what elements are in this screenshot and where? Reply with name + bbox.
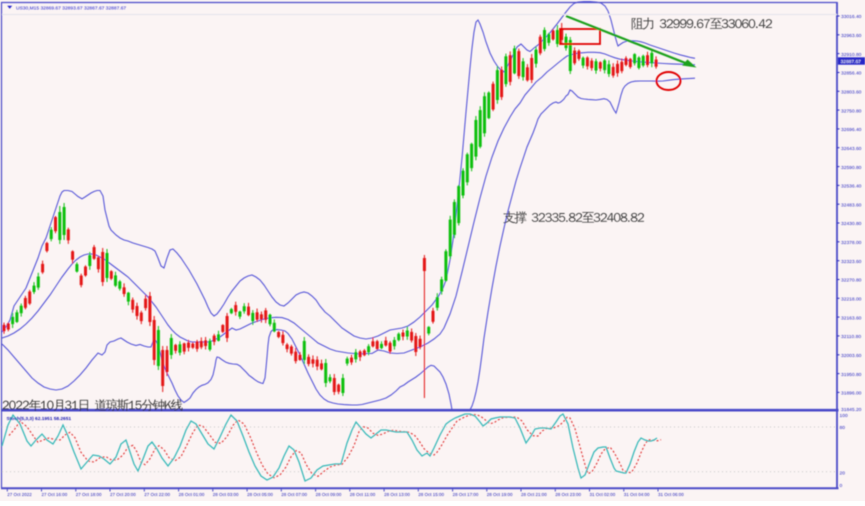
svg-text:27 Oct 22:00: 27 Oct 22:00 — [144, 492, 170, 497]
svg-text:31 Oct 06:00: 31 Oct 06:00 — [658, 492, 684, 497]
svg-text:32590.80: 32590.80 — [841, 165, 862, 171]
svg-text:Stoch(5,3,3) 62.1951 58.2651: Stoch(5,3,3) 62.1951 58.2651 — [7, 416, 72, 422]
svg-text:32856.40: 32856.40 — [841, 71, 862, 77]
svg-text:32378.00: 32378.00 — [841, 240, 862, 246]
svg-text:20: 20 — [840, 470, 846, 476]
svg-text:31 Oct 04:00: 31 Oct 04:00 — [624, 492, 650, 497]
svg-text:28 Oct 17:00: 28 Oct 17:00 — [453, 492, 479, 497]
svg-text:28 Oct 05:00: 28 Oct 05:00 — [247, 492, 273, 497]
svg-text:31845.20: 31845.20 — [841, 407, 862, 413]
svg-text:28 Oct 23:00: 28 Oct 23:00 — [555, 492, 581, 497]
svg-text:32270.80: 32270.80 — [841, 278, 862, 284]
svg-text:28 Oct 07:00: 28 Oct 07:00 — [281, 492, 307, 497]
svg-text:32163.60: 32163.60 — [841, 315, 862, 321]
svg-text:32430.80: 32430.80 — [841, 221, 862, 227]
svg-text:0: 0 — [840, 483, 843, 489]
svg-text:28 Oct 11:00: 28 Oct 11:00 — [350, 492, 376, 497]
svg-text:31 Oct 02:00: 31 Oct 02:00 — [590, 492, 616, 497]
svg-text:28 Oct 15:00: 28 Oct 15:00 — [418, 492, 444, 497]
svg-text:32110.80: 32110.80 — [841, 334, 861, 340]
svg-text:32887.67: 32887.67 — [841, 59, 862, 65]
svg-text:28 Oct 21:00: 28 Oct 21:00 — [521, 492, 547, 497]
svg-text:32696.40: 32696.40 — [841, 127, 862, 133]
svg-text:US30,M15 32869.67 32893.67 32: US30,M15 32869.67 32893.67 32867.67 3288… — [16, 6, 126, 12]
svg-text:32003.60: 32003.60 — [841, 353, 862, 359]
svg-text:27 Oct 20:00: 27 Oct 20:00 — [110, 492, 136, 497]
svg-text:27 Oct 16:00: 27 Oct 16:00 — [42, 492, 68, 497]
svg-text:32963.60: 32963.60 — [841, 33, 862, 39]
svg-text:28 Oct 13:00: 28 Oct 13:00 — [384, 492, 410, 497]
svg-text:32910.80: 32910.80 — [841, 52, 862, 58]
svg-text:32218.00: 32218.00 — [841, 297, 862, 303]
svg-text:31896.00: 31896.00 — [841, 391, 862, 397]
svg-text:27 Oct 18:00: 27 Oct 18:00 — [76, 492, 102, 497]
svg-text:28 Oct 03:00: 28 Oct 03:00 — [213, 492, 239, 497]
svg-text:32323.60: 32323.60 — [841, 259, 862, 265]
svg-text:32803.60: 32803.60 — [841, 90, 862, 96]
svg-text:28 Oct 01:00: 28 Oct 01:00 — [179, 492, 205, 497]
svg-text:31950.80: 31950.80 — [841, 372, 862, 378]
svg-text:28 Oct 19:00: 28 Oct 19:00 — [487, 492, 513, 497]
svg-text:27 Oct 2022: 27 Oct 2022 — [7, 492, 32, 497]
svg-text:32643.60: 32643.60 — [841, 146, 862, 152]
svg-text:32536.40: 32536.40 — [841, 184, 862, 190]
svg-text:28 Oct 09:00: 28 Oct 09:00 — [316, 492, 342, 497]
svg-text:33016.40: 33016.40 — [841, 14, 862, 20]
svg-text:80: 80 — [840, 425, 846, 431]
svg-text:32483.60: 32483.60 — [841, 202, 862, 208]
svg-text:100: 100 — [840, 413, 848, 419]
svg-text:32750.80: 32750.80 — [841, 108, 862, 114]
